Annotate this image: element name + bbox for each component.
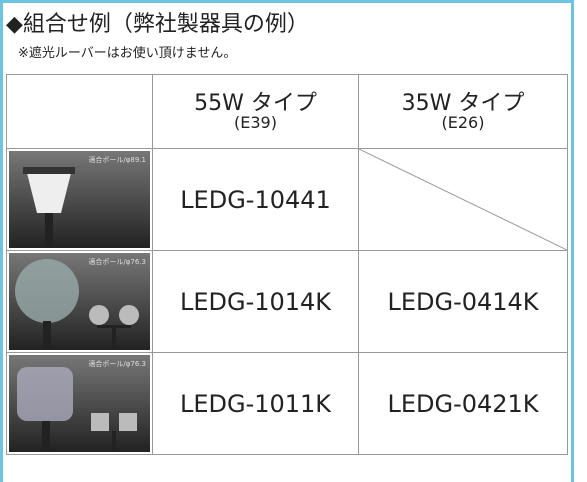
table: 55W タイプ (E39) 35W タイプ (E26) 適合ポール/φ89.1 LE… [6, 74, 568, 455]
photo-cell: 適合ポール/φ76.3 [6, 250, 153, 353]
pole-label: 適合ポール/φ89.1 [88, 156, 146, 164]
col-head: 55W タイプ (E39) [152, 74, 359, 149]
empty-cell [358, 148, 568, 251]
pole-label: 適合ポール/φ76.3 [88, 258, 146, 266]
model: LEDG-0421K [358, 352, 568, 455]
photo [9, 151, 150, 248]
row: 適合ポール/φ76.3 LEDG-1011K LEDG-0421K [6, 352, 568, 455]
model: LEDG-0414K [358, 250, 568, 353]
row: 適合ポール/φ76.3 LEDG-1014K LEDG-0414K [6, 250, 568, 353]
header-row: 55W タイプ (E39) 35W タイプ (E26) [6, 74, 568, 149]
pole-label: 適合ポール/φ76.3 [88, 360, 146, 368]
row: 適合ポール/φ89.1 LEDG-10441 [6, 148, 568, 251]
title: ◆組合せ例（弊社製器具の例） [6, 12, 309, 37]
base: (E39) [234, 112, 277, 132]
photo-cell: 適合ポール/φ76.3 [6, 352, 153, 455]
model: LEDG-1014K [152, 250, 359, 353]
wattage: 55W タイプ [194, 90, 317, 116]
photo [9, 253, 150, 350]
diagonal [359, 149, 567, 250]
note: ※遮光ルーバーはお使い頂けません。 [18, 46, 237, 61]
wattage: 35W タイプ [401, 90, 525, 116]
corner [6, 74, 153, 149]
col-head: 35W タイプ (E26) [358, 74, 568, 149]
photo [9, 355, 150, 452]
photo-cell: 適合ポール/φ89.1 [6, 148, 153, 251]
base: (E26) [441, 112, 485, 132]
model: LEDG-1011K [152, 352, 359, 455]
model: LEDG-10441 [152, 148, 359, 251]
frame [0, 0, 574, 482]
